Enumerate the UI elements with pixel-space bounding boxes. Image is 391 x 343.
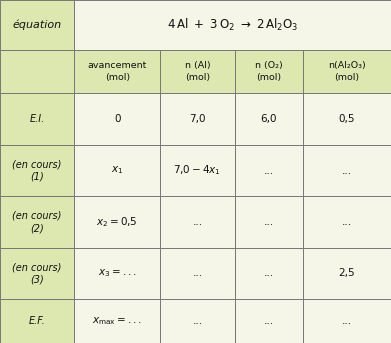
Bar: [0, 145, 74, 196]
Bar: [235, 248, 303, 299]
Text: ...: ...: [192, 269, 203, 279]
Bar: [160, 299, 235, 343]
Text: (en cours)
(1): (en cours) (1): [13, 159, 62, 182]
Bar: [74, 49, 160, 93]
Bar: [303, 49, 391, 93]
Bar: [0, 299, 74, 343]
Bar: [160, 248, 235, 299]
Text: équation: équation: [13, 20, 62, 30]
Text: 6,0: 6,0: [260, 114, 277, 124]
Text: ...: ...: [264, 269, 274, 279]
Text: ...: ...: [264, 166, 274, 176]
Bar: [0, 0, 74, 49]
Text: n(Al₂O₃)
(mol): n(Al₂O₃) (mol): [328, 61, 366, 82]
Text: E.F.: E.F.: [29, 316, 45, 326]
Bar: [0, 49, 74, 93]
Text: 0,5: 0,5: [339, 114, 355, 124]
Bar: [160, 196, 235, 248]
Text: $7{,}0 - 4x_1$: $7{,}0 - 4x_1$: [174, 164, 221, 177]
Text: ...: ...: [192, 217, 203, 227]
Text: ...: ...: [264, 316, 274, 326]
Bar: [74, 145, 160, 196]
Bar: [0, 248, 74, 299]
Bar: [303, 299, 391, 343]
Bar: [160, 93, 235, 145]
Bar: [303, 196, 391, 248]
Text: (en cours)
(2): (en cours) (2): [13, 211, 62, 233]
Text: $x_{\mathrm{max}} = ...$: $x_{\mathrm{max}} = ...$: [92, 315, 142, 327]
Text: 2,5: 2,5: [339, 269, 355, 279]
Text: ...: ...: [264, 217, 274, 227]
Text: $x_2 = 0{,}5$: $x_2 = 0{,}5$: [97, 215, 138, 229]
Bar: [74, 0, 391, 49]
Text: (en cours)
(3): (en cours) (3): [13, 262, 62, 285]
Text: n (O₂)
(mol): n (O₂) (mol): [255, 61, 283, 82]
Text: $x_3 = ...$: $x_3 = ...$: [98, 268, 137, 279]
Text: ...: ...: [192, 316, 203, 326]
Bar: [303, 93, 391, 145]
Bar: [235, 196, 303, 248]
Bar: [74, 299, 160, 343]
Bar: [235, 299, 303, 343]
Text: n (Al)
(mol): n (Al) (mol): [185, 61, 210, 82]
Text: $4\,\mathrm{Al}\ +\ 3\,\mathrm{O_2}\ \rightarrow\ 2\,\mathrm{Al_2O_3}$: $4\,\mathrm{Al}\ +\ 3\,\mathrm{O_2}\ \ri…: [167, 17, 298, 33]
Bar: [303, 145, 391, 196]
Bar: [235, 145, 303, 196]
Bar: [0, 93, 74, 145]
Bar: [74, 248, 160, 299]
Bar: [160, 49, 235, 93]
Bar: [160, 145, 235, 196]
Bar: [0, 196, 74, 248]
Text: ...: ...: [342, 316, 352, 326]
Text: avancement
(mol): avancement (mol): [88, 61, 147, 82]
Bar: [74, 93, 160, 145]
Text: 7,0: 7,0: [189, 114, 206, 124]
Text: ...: ...: [342, 217, 352, 227]
Bar: [235, 49, 303, 93]
Text: 0: 0: [114, 114, 120, 124]
Bar: [74, 196, 160, 248]
Text: E.I.: E.I.: [29, 114, 45, 124]
Text: $x_1$: $x_1$: [111, 165, 124, 176]
Bar: [235, 93, 303, 145]
Bar: [303, 248, 391, 299]
Text: ...: ...: [342, 166, 352, 176]
